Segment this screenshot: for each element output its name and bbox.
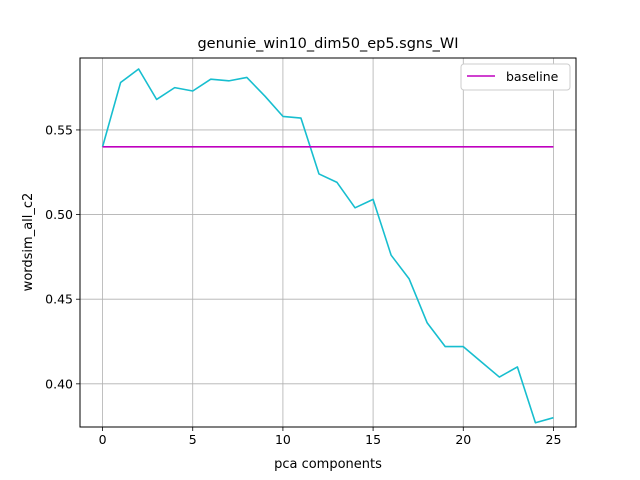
- axis-ticks: 0 5 10 15 20 25 0.40 0.45 0.50 0.55: [45, 122, 561, 447]
- x-tick-label: 0: [99, 432, 107, 447]
- x-tick-label: 10: [275, 432, 291, 447]
- chart-title: genunie_win10_dim50_ep5.sgns_WI: [197, 36, 458, 52]
- x-tick-label: 20: [455, 432, 471, 447]
- x-axis-label: pca components: [274, 457, 382, 472]
- wordsim-series-line: [101, 68, 554, 424]
- grid: [80, 58, 576, 427]
- y-tick-label: 0.55: [45, 122, 73, 137]
- x-tick-label: 5: [189, 432, 197, 447]
- y-tick-label: 0.50: [45, 207, 73, 222]
- y-tick-label: 0.45: [45, 292, 73, 307]
- series-lines: [101, 68, 554, 424]
- x-tick-label: 15: [365, 432, 381, 447]
- plot-frame: [79, 57, 577, 428]
- y-tick-label: 0.40: [45, 376, 73, 391]
- legend-frame: [460, 63, 571, 91]
- legend-baseline-label: baseline: [506, 69, 559, 84]
- legend: baseline: [460, 63, 571, 91]
- x-tick-label: 25: [546, 432, 562, 447]
- y-axis-label: wordsim_all_c2: [21, 193, 36, 292]
